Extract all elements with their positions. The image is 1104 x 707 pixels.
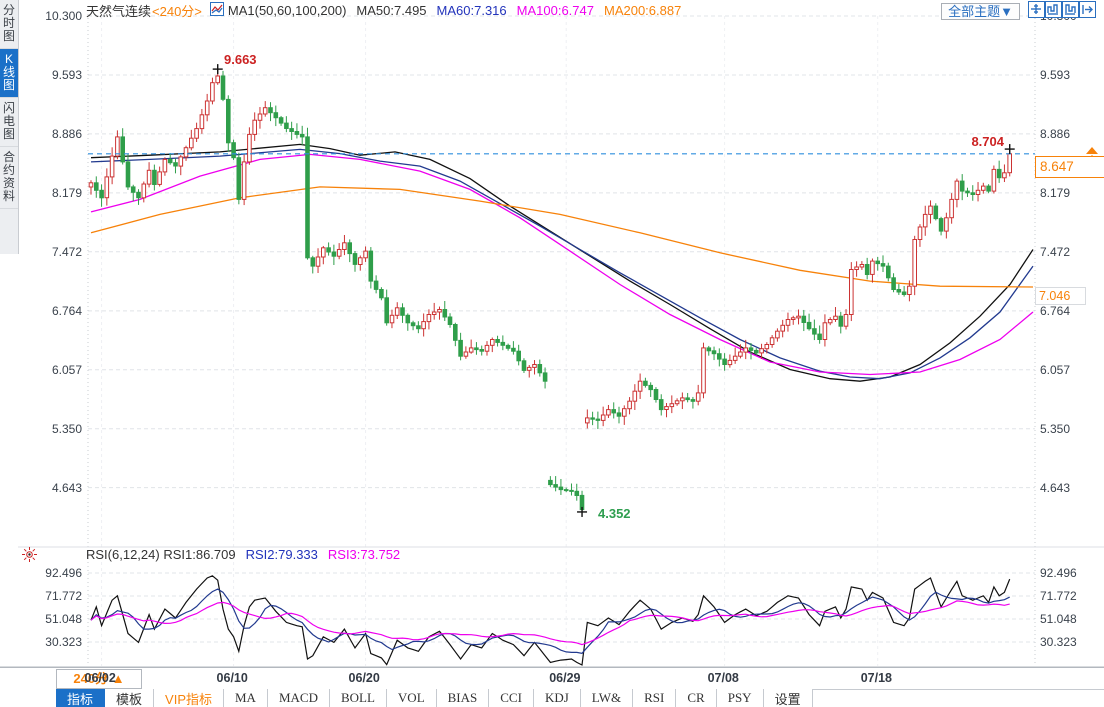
crosshair-icon[interactable] bbox=[1028, 1, 1045, 18]
rsi3-value: RSI3:73.752 bbox=[327, 546, 401, 562]
toolbar-item-BIAS[interactable]: BIAS bbox=[437, 689, 490, 707]
toolbar-item-CCI[interactable]: CCI bbox=[489, 689, 534, 707]
ma-settings-label: MA1(50,60,100,200) bbox=[227, 2, 347, 18]
price-axis-label-right: 8.179 bbox=[1040, 185, 1071, 200]
ma-values-group: MA50:7.495 MA60:7.316 MA100:6.747 MA200:6.8… bbox=[356, 3, 691, 18]
toolbar-item-MA[interactable]: MA bbox=[224, 689, 268, 707]
toolbar-item-MACD[interactable]: MACD bbox=[268, 689, 330, 707]
period-selector-button[interactable]: 240分 ▲ bbox=[56, 669, 142, 689]
ma-value-label: MA100:6.747 bbox=[516, 2, 594, 18]
toolbar-item-指标[interactable]: 指标 bbox=[56, 689, 106, 707]
ma-value-label: MA200:6.887 bbox=[603, 2, 682, 18]
ma-value-label: MA60:7.316 bbox=[436, 2, 507, 18]
pan-right-icon[interactable] bbox=[1079, 1, 1096, 18]
toolbar-item-VOL[interactable]: VOL bbox=[387, 689, 437, 707]
toolbar-spacer bbox=[0, 689, 56, 707]
rsi-params-label: RSI(6,12,24) bbox=[86, 546, 160, 562]
price-axis-label-right: 6.057 bbox=[1040, 362, 1071, 377]
rsi-header: RSI(6,12,24) RSI1:86.709 RSI2:79.333 RSI… bbox=[86, 546, 401, 562]
ma200-price-tag: 7.046 bbox=[1035, 287, 1086, 305]
header-icon-group bbox=[1028, 1, 1096, 21]
zoom-range-left-icon[interactable] bbox=[1045, 1, 1062, 18]
toolbar-item-KDJ[interactable]: KDJ bbox=[534, 689, 581, 707]
toolbar-item-BOLL[interactable]: BOLL bbox=[330, 689, 387, 707]
date-label-06/10: 06/10 bbox=[216, 671, 248, 685]
toolbar-item-RSI[interactable]: RSI bbox=[633, 689, 677, 707]
price-axis-label-right: 9.593 bbox=[1040, 67, 1071, 82]
left-sidebar: 分时图 K线图 闪电图 合约资料 bbox=[0, 0, 19, 254]
header-tools: 全部主题▼ bbox=[941, 1, 1096, 21]
date-label-06/02: 06/02 bbox=[84, 671, 116, 685]
low-annotation: 4.352 bbox=[598, 506, 631, 521]
sidebar-tab-合约资料[interactable]: 合约资料 bbox=[0, 147, 18, 209]
ma-value-label: MA50:7.495 bbox=[356, 2, 427, 18]
date-label-07/18: 07/18 bbox=[860, 671, 892, 685]
high-annotation: 9.663 bbox=[224, 52, 257, 67]
sidebar-tab-分时图[interactable]: 分时图 bbox=[0, 0, 18, 49]
rsi-axis-label-right: 51.048 bbox=[1040, 612, 1077, 626]
rsi-axis-label-left: 51.048 bbox=[45, 612, 82, 626]
period-tag: <240分> bbox=[152, 3, 202, 19]
sidebar-tab-K线图[interactable]: K线图 bbox=[0, 49, 18, 98]
zoom-range-right-icon[interactable] bbox=[1062, 1, 1079, 18]
price-axis-label-left: 9.593 bbox=[51, 67, 82, 82]
period-arrow-icon: ▲ bbox=[111, 671, 125, 686]
toolbar-item-模板[interactable]: 模板 bbox=[105, 689, 155, 707]
rsi-axis-label-left: 92.496 bbox=[45, 566, 82, 580]
price-axis-label-right: 8.886 bbox=[1040, 126, 1071, 141]
price-axis-label-right: 5.350 bbox=[1040, 421, 1071, 436]
instrument-title: 天然气连续 bbox=[86, 3, 152, 19]
price-axis-label-left: 8.179 bbox=[51, 185, 82, 200]
date-label-06/20: 06/20 bbox=[348, 671, 380, 685]
indicator-settings-icon[interactable] bbox=[22, 547, 37, 562]
rsi-axis-label-right: 30.323 bbox=[1040, 635, 1077, 649]
rsi-axis-label-left: 71.772 bbox=[45, 589, 82, 603]
rsi1-value: RSI1:86.709 bbox=[163, 546, 236, 562]
price-axis-label-left: 8.886 bbox=[51, 126, 82, 141]
toolbar-item-CR[interactable]: CR bbox=[676, 689, 717, 707]
indicator-toolbar: 指标 模板 VIP指标 MA MACD BOLL VOL BIAS CCI KDJ LW& RSI CR… bbox=[0, 689, 1104, 707]
time-axis-row: 240分 ▲ 06/02 06/10 06/20 06/29 07/08 07/18 bbox=[0, 667, 1104, 690]
price-axis-label-right: 7.472 bbox=[1040, 244, 1071, 259]
price-axis-label-left: 4.643 bbox=[51, 480, 82, 495]
toolbar-empty-area bbox=[812, 689, 1104, 707]
price-axis-label-left: 7.472 bbox=[51, 244, 82, 259]
toolbar-item-LW&[interactable]: LW& bbox=[581, 689, 634, 707]
price-axis-label-right: 4.643 bbox=[1040, 480, 1071, 495]
period-label: 240分 bbox=[73, 671, 109, 686]
toolbar-item-设置[interactable]: 设置 bbox=[764, 689, 813, 707]
theme-dropdown-button[interactable]: 全部主题▼ bbox=[941, 2, 1020, 20]
date-label-07/08: 07/08 bbox=[707, 671, 739, 685]
price-axis-label-right: 6.764 bbox=[1040, 303, 1071, 318]
toolbar-item-PSY[interactable]: PSY bbox=[717, 689, 764, 707]
rsi-axis-label-right: 92.496 bbox=[1040, 566, 1077, 580]
rsi-axis-label-right: 71.772 bbox=[1040, 589, 1077, 603]
price-axis-label-left: 6.057 bbox=[51, 362, 82, 377]
rsi-axis-label-left: 30.323 bbox=[45, 635, 82, 649]
price-axis-label-left: 5.350 bbox=[51, 421, 82, 436]
price-axis-label-left: 6.764 bbox=[51, 303, 82, 318]
last-high-annotation: 8.704 bbox=[971, 134, 1004, 149]
chart-header: 天然气连续 <240分> MA1(50,60,100,200) MA50:7.4… bbox=[86, 0, 691, 20]
line-chart-icon bbox=[209, 1, 224, 19]
toolbar-item-VIP指标[interactable]: VIP指标 bbox=[154, 689, 224, 707]
date-label-06/29: 06/29 bbox=[549, 671, 581, 685]
last-price-tag: 8.647 bbox=[1035, 156, 1104, 178]
price-axis-label-left: 10.300 bbox=[45, 9, 82, 23]
rsi2-value: RSI2:79.333 bbox=[245, 546, 318, 562]
sidebar-tab-闪电图[interactable]: 闪电图 bbox=[0, 98, 18, 147]
